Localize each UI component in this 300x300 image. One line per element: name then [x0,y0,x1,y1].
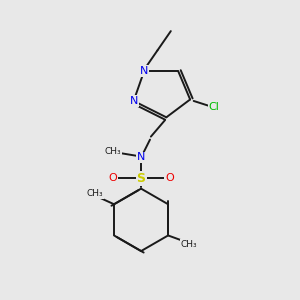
Text: CH₃: CH₃ [104,147,121,156]
Text: S: S [136,172,146,185]
Text: O: O [165,173,174,183]
Text: CH₃: CH₃ [86,189,103,198]
Text: Cl: Cl [208,102,219,112]
Text: N: N [137,152,145,162]
Text: CH₃: CH₃ [181,240,197,249]
Text: N: N [140,66,148,76]
Text: O: O [109,173,117,183]
Text: N: N [130,96,138,106]
